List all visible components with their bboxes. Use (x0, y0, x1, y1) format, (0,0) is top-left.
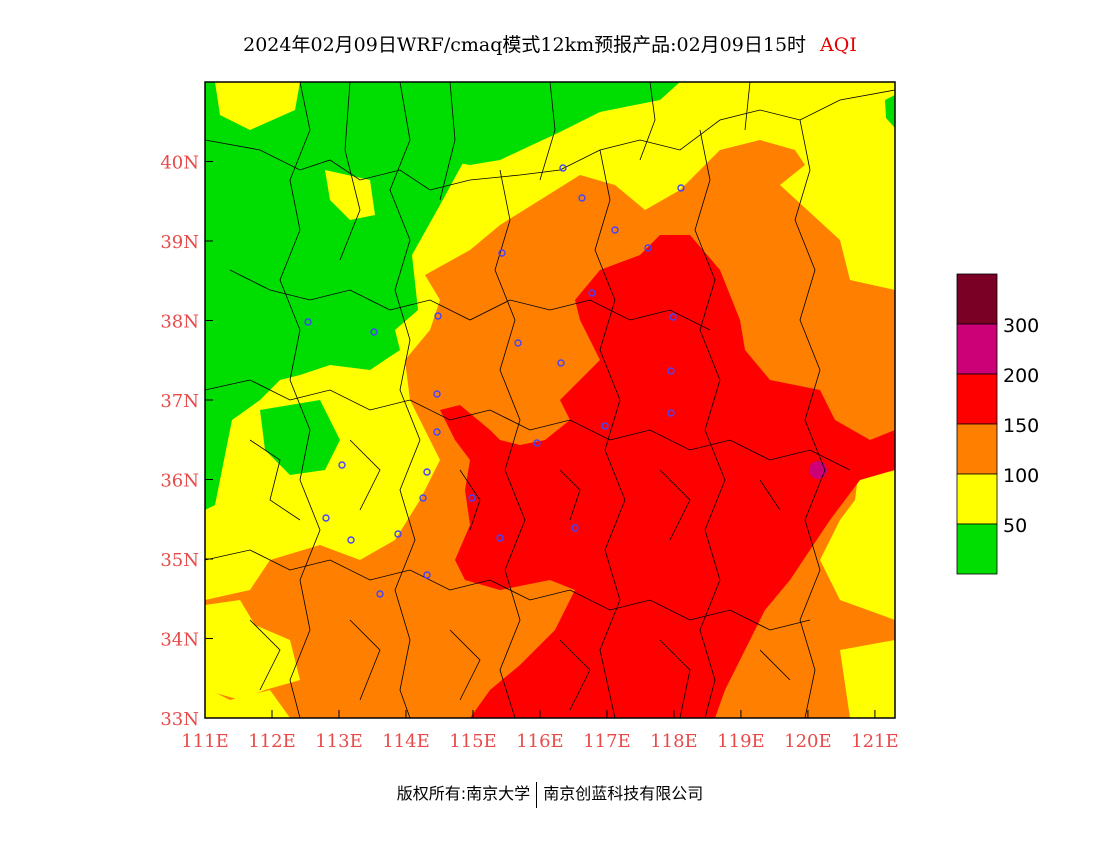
legend-swatch (956, 323, 998, 375)
zone-purple-hotspot (809, 461, 827, 479)
boundary-lines (205, 82, 895, 718)
y-tick-label: 35N (160, 550, 199, 571)
footer-company: 南京创蓝科技有限公司 (543, 784, 704, 803)
legend-swatch (956, 423, 998, 475)
x-axis: 111E 112E 113E 114E 115E 116E 117E 118E 119E 120E… (181, 710, 899, 752)
legend-label-300: 300 (1003, 315, 1040, 337)
zone-red (440, 235, 895, 718)
chart-title: 2024年02月09日WRF/cmaq模式12km预报产品:02月09日15时 A… (0, 30, 1100, 57)
y-tick-label: 34N (160, 630, 199, 651)
x-tick-label: 117E (583, 731, 631, 752)
footer: 版权所有:南京大学 南京创蓝科技有限公司 (0, 780, 1100, 808)
x-tick-label: 112E (248, 731, 296, 752)
x-tick-label: 111E (181, 731, 229, 752)
x-tick-label: 113E (315, 731, 363, 752)
y-tick-label: 37N (160, 391, 199, 412)
y-tick-label: 36N (160, 471, 199, 492)
legend-swatch (956, 373, 998, 425)
footer-separator (536, 781, 538, 808)
legend-label-200: 200 (1003, 365, 1040, 387)
legend-swatch (956, 273, 998, 325)
x-tick-label: 116E (516, 731, 564, 752)
legend-swatch (956, 473, 998, 525)
legend-label-50: 50 (1003, 515, 1028, 537)
aqi-field (205, 82, 895, 718)
x-tick-label: 118E (650, 731, 698, 752)
zone-yellow-se (840, 640, 895, 718)
y-tick-label: 38N (160, 312, 199, 333)
footer-copyright: 版权所有:南京大学 (396, 784, 531, 803)
x-tick-label: 121E (851, 731, 899, 752)
zone-green-mid (260, 400, 340, 475)
x-tick-label: 114E (382, 731, 430, 752)
title-main: 2024年02月09日WRF/cmaq模式12km预报产品:02月09日15时 (243, 34, 807, 56)
legend-label-150: 150 (1003, 415, 1040, 437)
legend-swatch (956, 523, 998, 575)
x-tick-label: 119E (717, 731, 765, 752)
legend-label-100: 100 (1003, 465, 1040, 487)
y-tick-label: 33N (160, 709, 199, 730)
y-axis: 33N 34N 35N 36N 37N 38N 39N 40N (160, 153, 213, 730)
legend-colorbar (956, 273, 998, 575)
x-tick-label: 120E (784, 731, 832, 752)
x-tick-label: 115E (449, 731, 497, 752)
city-markers (304, 164, 685, 598)
zone-green-north (290, 82, 680, 165)
zone-yellow-sw (205, 600, 300, 700)
zone-green-west (205, 82, 470, 510)
zone-yellow-pocket-2 (325, 170, 375, 220)
zone-green-ne (885, 95, 895, 128)
y-tick-label: 40N (160, 153, 199, 174)
zone-yellow-pocket-1 (215, 82, 300, 130)
title-variable: AQI (820, 34, 857, 56)
y-tick-label: 39N (160, 232, 199, 253)
